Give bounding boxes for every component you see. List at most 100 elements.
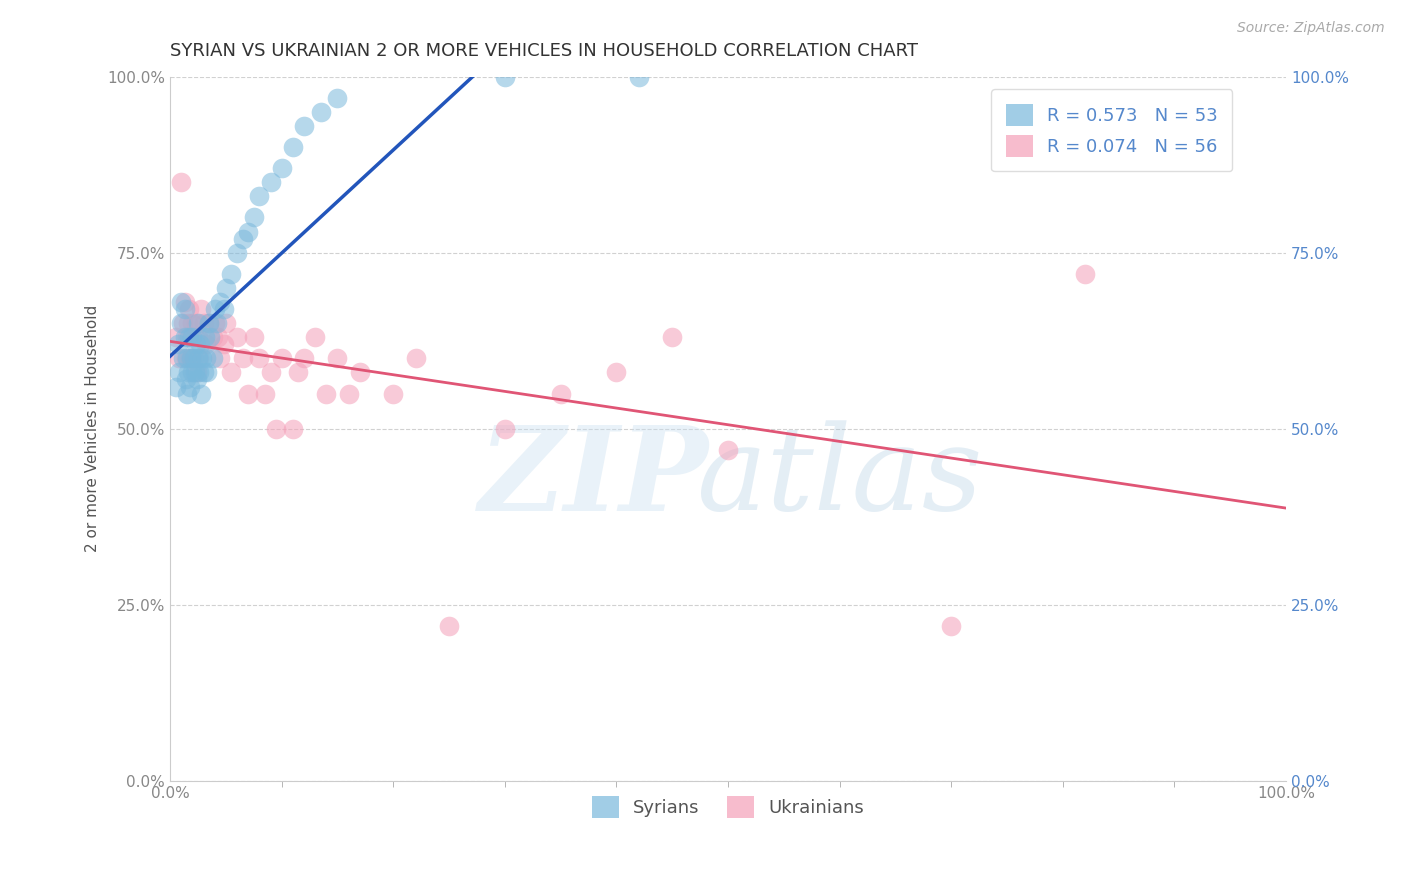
Point (177, 316, 200, 330)
Text: Source: ZipAtlas.com: Source: ZipAtlas.com (1237, 21, 1385, 35)
Point (238, 386, 260, 401)
Point (173, 351, 195, 366)
Point (177, 330, 200, 344)
Point (941, 619, 963, 633)
Point (176, 386, 198, 401)
Point (176, 351, 198, 366)
Point (287, 366, 309, 380)
Point (187, 316, 209, 330)
Point (221, 267, 243, 281)
Point (253, 386, 276, 401)
Point (304, 330, 326, 344)
Point (605, 366, 627, 380)
Point (190, 386, 212, 401)
Point (309, 104, 332, 119)
Point (181, 351, 204, 366)
Point (226, 330, 249, 344)
Point (195, 366, 218, 380)
Point (167, 337, 190, 351)
Point (170, 295, 193, 310)
Point (215, 316, 238, 330)
Point (180, 330, 202, 344)
Point (207, 330, 229, 344)
Point (173, 316, 195, 330)
Y-axis label: 2 or more Vehicles in Household: 2 or more Vehicles in Household (86, 305, 100, 552)
Point (259, 366, 281, 380)
Point (179, 351, 201, 366)
Point (204, 301, 226, 316)
Point (627, 70, 650, 84)
Point (247, 189, 270, 203)
Point (243, 330, 266, 344)
Point (170, 316, 193, 330)
Point (226, 245, 249, 260)
Point (232, 231, 254, 245)
Point (550, 386, 572, 401)
Point (173, 330, 195, 344)
Point (181, 366, 204, 380)
Point (194, 330, 217, 344)
Point (179, 379, 201, 393)
Point (183, 351, 205, 366)
Point (184, 337, 207, 351)
Point (173, 301, 195, 316)
Point (174, 351, 197, 366)
Point (281, 422, 304, 436)
Point (326, 91, 349, 105)
Point (188, 337, 211, 351)
Point (405, 351, 427, 366)
Point (212, 337, 235, 351)
Point (167, 351, 190, 366)
Point (183, 366, 205, 380)
Point (204, 316, 226, 330)
Point (187, 351, 209, 366)
Point (315, 386, 337, 401)
Point (188, 351, 211, 366)
Point (281, 140, 304, 154)
Point (437, 619, 460, 633)
Point (188, 366, 211, 380)
Point (238, 225, 260, 239)
Point (270, 351, 292, 366)
Point (259, 175, 281, 189)
Point (176, 330, 198, 344)
Point (292, 351, 315, 366)
Point (198, 316, 221, 330)
Point (215, 281, 238, 295)
Point (326, 351, 349, 366)
Point (494, 70, 516, 84)
Point (337, 386, 360, 401)
Point (194, 351, 217, 366)
Point (661, 330, 683, 344)
Legend: Syrians, Ukrainians: Syrians, Ukrainians (585, 789, 872, 825)
Point (209, 351, 232, 366)
Point (174, 372, 197, 386)
Point (1074, 267, 1097, 281)
Point (221, 366, 243, 380)
Point (191, 351, 214, 366)
Point (181, 316, 204, 330)
Point (494, 422, 516, 436)
Point (180, 351, 202, 366)
Point (212, 301, 235, 316)
Point (165, 330, 187, 344)
Point (186, 366, 208, 380)
Point (349, 366, 371, 380)
Point (232, 351, 254, 366)
Point (270, 161, 292, 176)
Text: SYRIAN VS UKRAINIAN 2 OR MORE VEHICLES IN HOUSEHOLD CORRELATION CHART: SYRIAN VS UKRAINIAN 2 OR MORE VEHICLES I… (170, 42, 918, 60)
Point (201, 330, 224, 344)
Point (177, 366, 200, 380)
Point (186, 372, 208, 386)
Point (243, 211, 266, 225)
Text: atlas: atlas (696, 421, 983, 535)
Point (181, 330, 204, 344)
Point (209, 295, 232, 310)
Text: ZIP: ZIP (479, 421, 709, 535)
Point (167, 366, 190, 380)
Point (200, 330, 222, 344)
Point (193, 366, 215, 380)
Point (190, 301, 212, 316)
Point (170, 175, 193, 189)
Point (165, 379, 187, 393)
